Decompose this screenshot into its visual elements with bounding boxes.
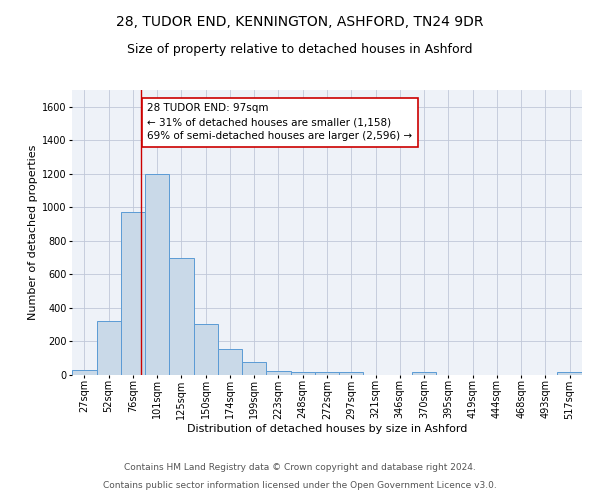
Bar bbox=[242, 362, 266, 375]
Text: 28, TUDOR END, KENNINGTON, ASHFORD, TN24 9DR: 28, TUDOR END, KENNINGTON, ASHFORD, TN24… bbox=[116, 15, 484, 29]
Bar bbox=[340, 372, 363, 375]
Text: Contains public sector information licensed under the Open Government Licence v3: Contains public sector information licen… bbox=[103, 481, 497, 490]
Bar bbox=[266, 371, 291, 375]
Bar bbox=[97, 320, 121, 375]
Bar bbox=[194, 324, 218, 375]
Text: 28 TUDOR END: 97sqm
← 31% of detached houses are smaller (1,158)
69% of semi-det: 28 TUDOR END: 97sqm ← 31% of detached ho… bbox=[147, 104, 412, 142]
Bar bbox=[314, 372, 340, 375]
Bar bbox=[412, 372, 436, 375]
Bar bbox=[72, 370, 97, 375]
Text: Size of property relative to detached houses in Ashford: Size of property relative to detached ho… bbox=[127, 42, 473, 56]
Bar bbox=[291, 372, 314, 375]
Bar bbox=[169, 258, 194, 375]
Text: Contains HM Land Registry data © Crown copyright and database right 2024.: Contains HM Land Registry data © Crown c… bbox=[124, 464, 476, 472]
Bar bbox=[218, 349, 242, 375]
Bar bbox=[121, 212, 145, 375]
Y-axis label: Number of detached properties: Number of detached properties bbox=[28, 145, 38, 320]
X-axis label: Distribution of detached houses by size in Ashford: Distribution of detached houses by size … bbox=[187, 424, 467, 434]
Bar bbox=[145, 174, 169, 375]
Bar bbox=[557, 372, 582, 375]
